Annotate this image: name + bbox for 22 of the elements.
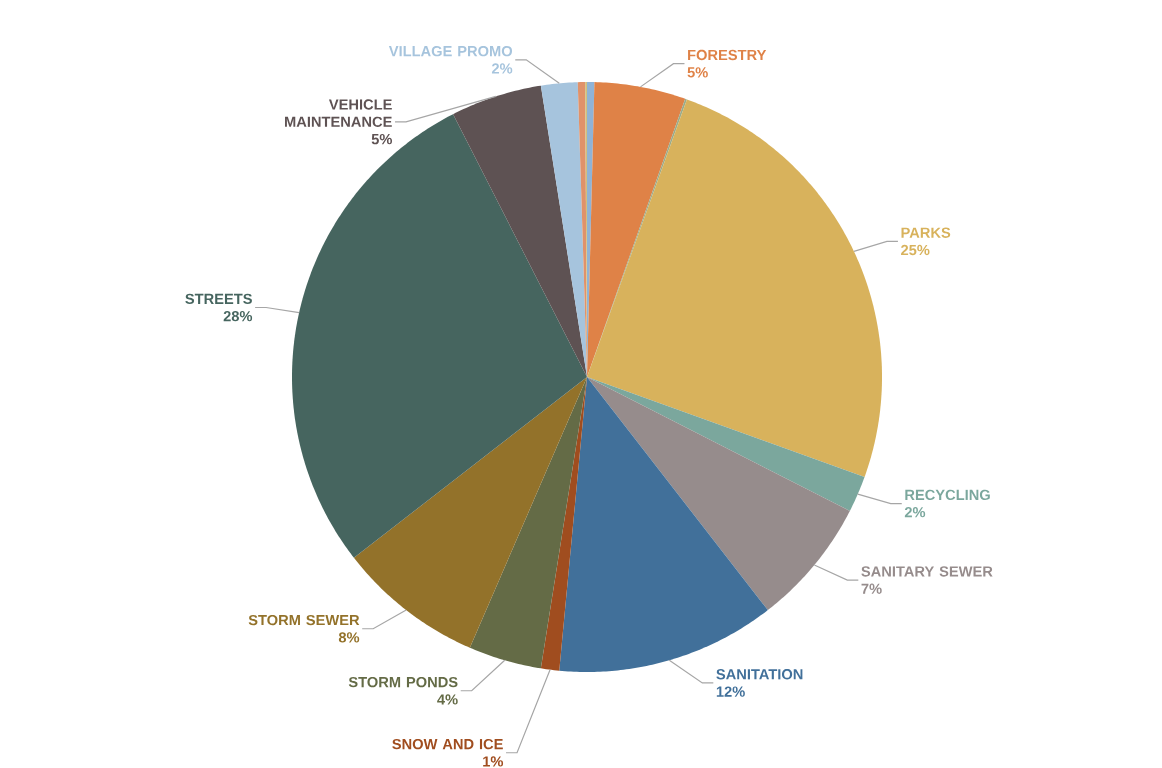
- slice-label: VEHICLE MAINTENANCE: [285, 99, 392, 128]
- data-label: 8%: [338, 632, 360, 643]
- slice-label: STORM PONDS: [348, 676, 458, 688]
- slice-label: STORM SEWER: [248, 614, 360, 626]
- slice-label: PARKS: [901, 227, 951, 238]
- slice-label: FORESTRY: [688, 49, 767, 61]
- data-label: 12%: [716, 686, 745, 697]
- data-label: 2%: [904, 507, 926, 518]
- slice-label: SANITARY SEWER: [861, 566, 993, 577]
- data-label: 5%: [687, 67, 708, 78]
- slice-label: SANITATION: [716, 669, 803, 680]
- slice-label: SNOW AND ICE: [392, 738, 503, 750]
- slice-label: VILLAGE PROMO: [388, 46, 513, 57]
- data-label: 2%: [491, 63, 513, 74]
- slice-label: RECYCLING: [905, 489, 990, 501]
- data-label: 25%: [901, 244, 930, 256]
- slice-label: STREETS: [185, 293, 252, 305]
- data-label: 28%: [223, 311, 253, 322]
- data-label: 5%: [371, 134, 393, 145]
- data-label: 4%: [437, 694, 458, 705]
- data-label: 7%: [861, 583, 882, 594]
- data-label: 1%: [483, 756, 504, 767]
